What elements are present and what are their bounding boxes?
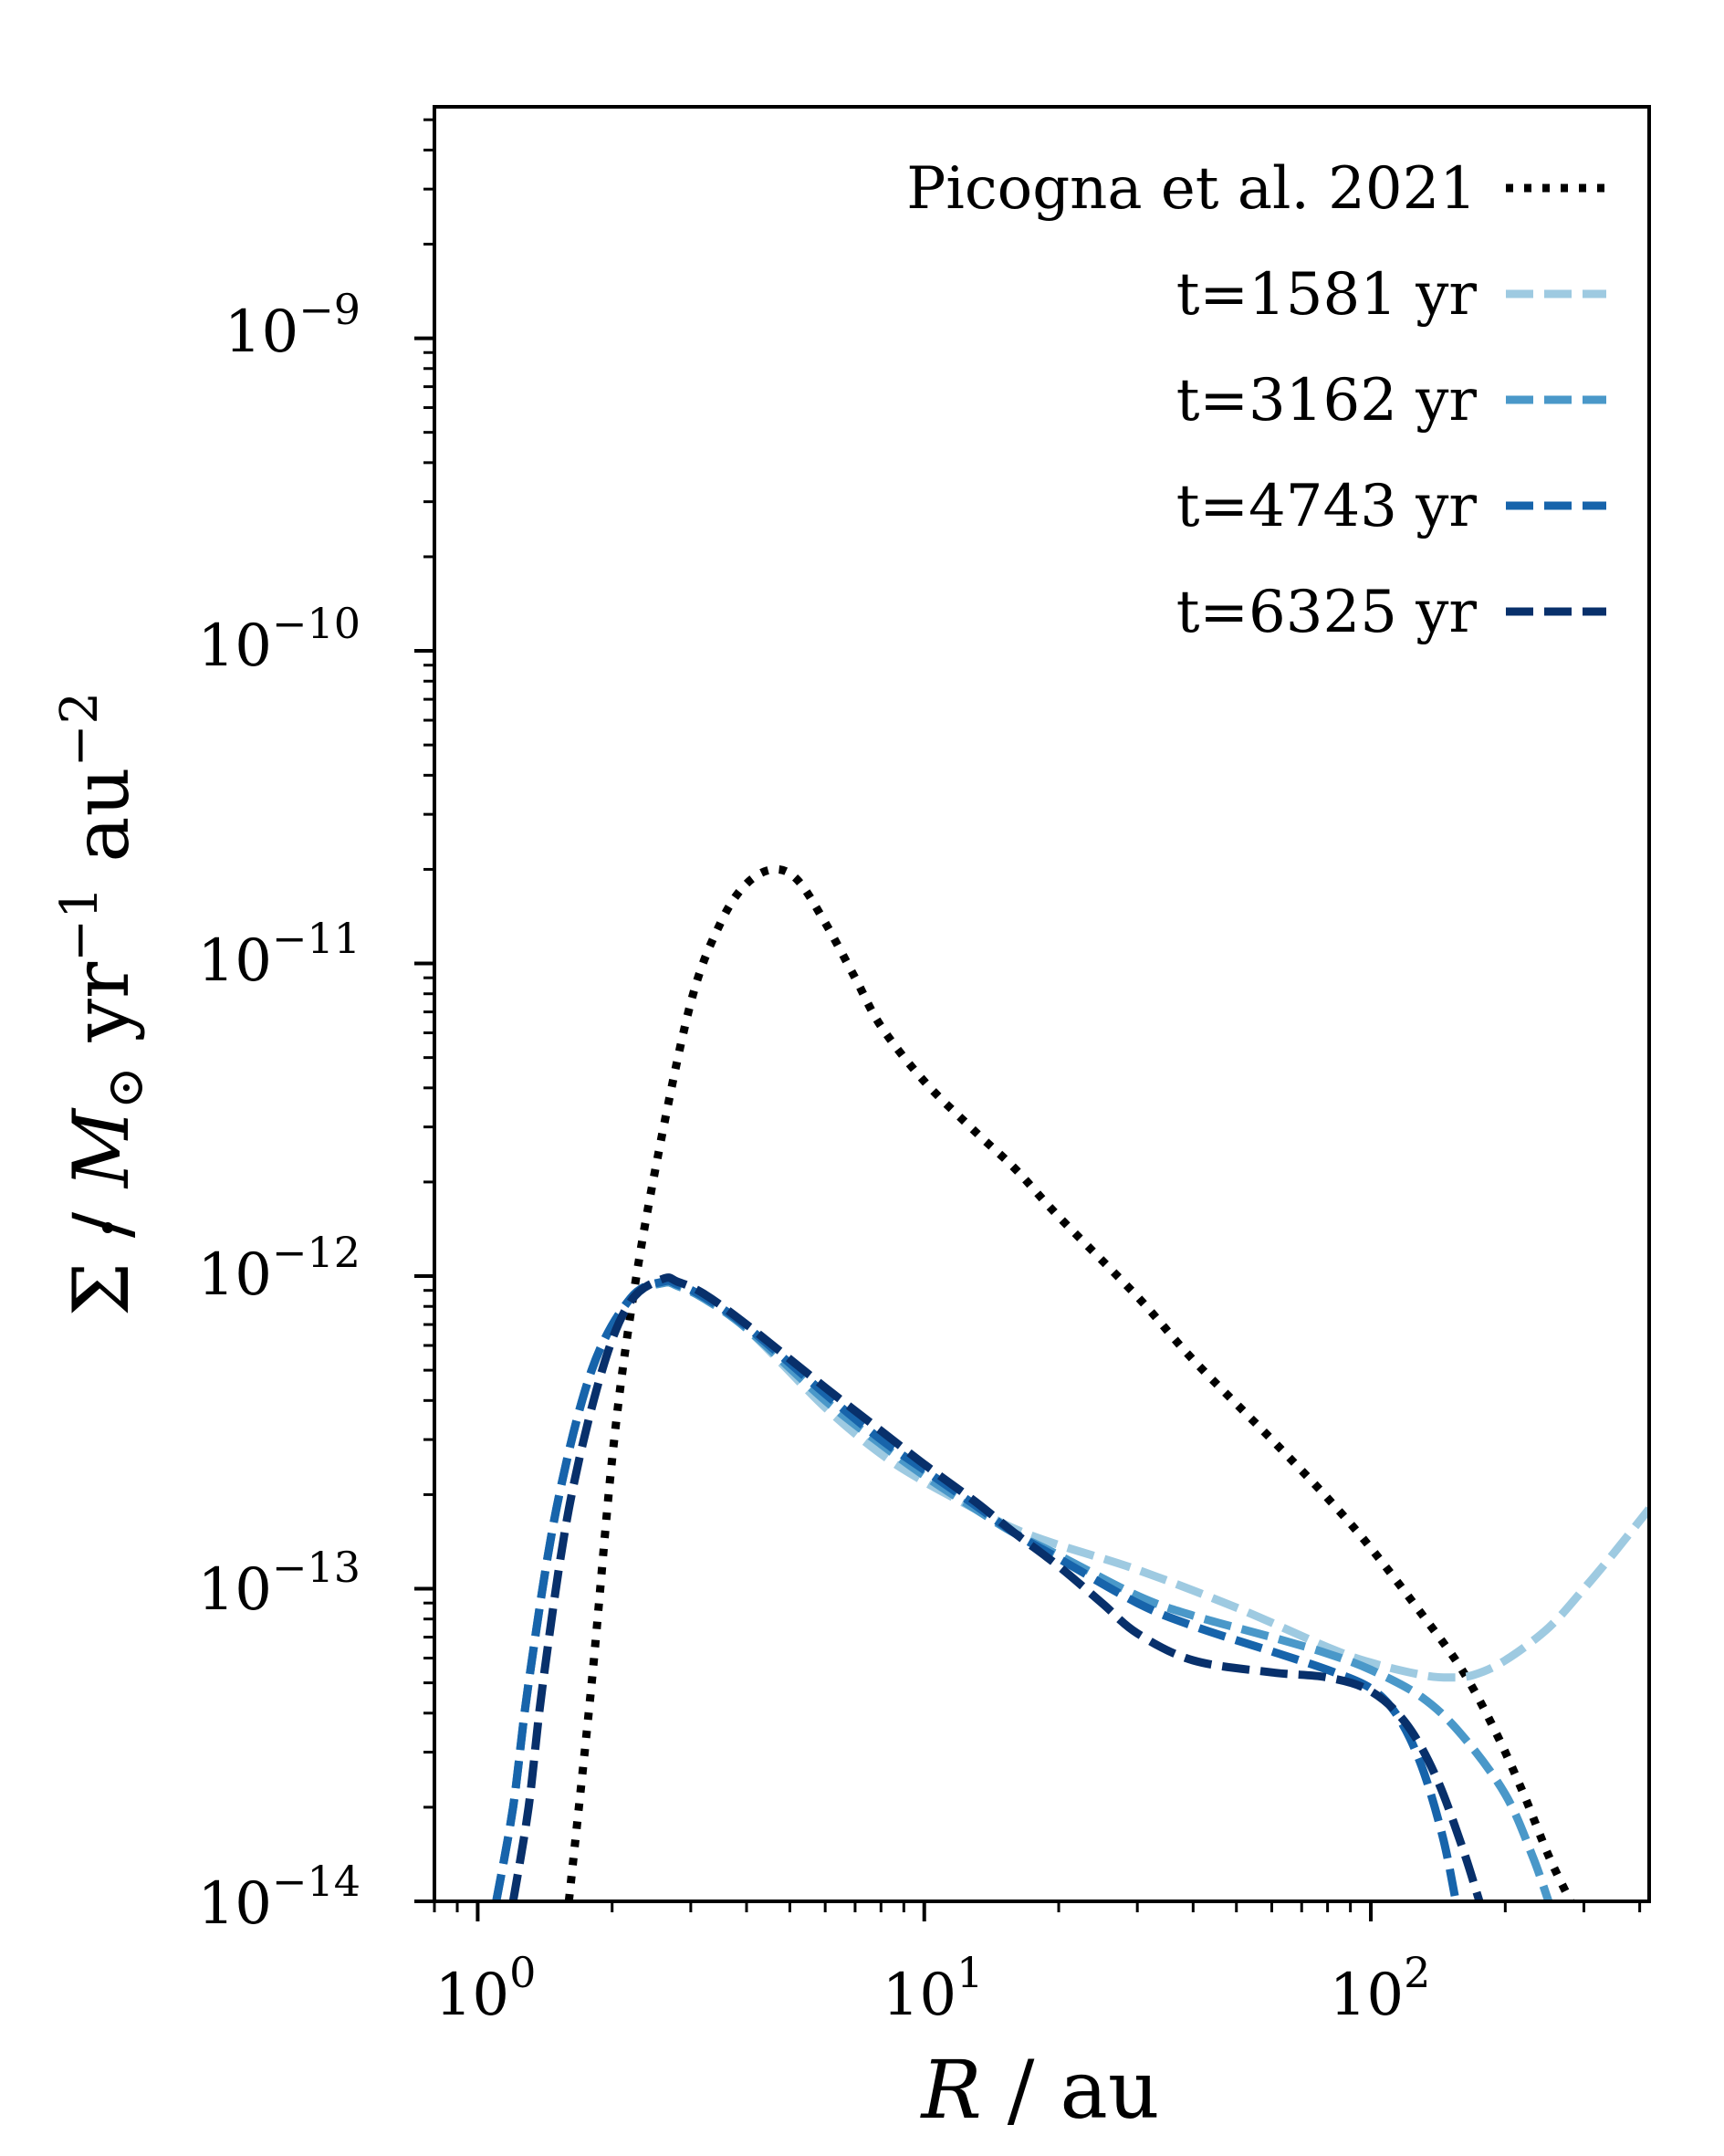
legend-label-t6325: t=6325 yr: [1176, 579, 1478, 646]
series-line-t-6325-yr: [508, 1273, 1484, 1901]
series-line-picogna-et-al-2021: [564, 864, 1574, 1901]
x-axis-label: R / au: [920, 2043, 1160, 2137]
x-tick-label: 102: [1330, 1948, 1431, 2029]
y-tick-label: 10−12: [197, 1228, 360, 1309]
y-axis-label: Σ / M⊙ yr−1 au−2: [50, 692, 155, 1316]
x-tick-label: 100: [435, 1948, 537, 2029]
legend-label-t3162: t=3162 yr: [1176, 367, 1478, 434]
y-tick-label: 10−10: [197, 599, 360, 680]
legend-label-t1581: t=1581 yr: [1176, 261, 1478, 329]
minor-ticks: [414, 118, 1642, 1921]
y-tick-label: 10−9: [225, 285, 360, 366]
plot-frame: [433, 105, 1651, 1903]
legend: Picogna et al. 2021 t=1581 yr t=3162 yr …: [906, 155, 1606, 646]
y-tick-label: 10−13: [197, 1543, 360, 1624]
x-tick-label: 101: [883, 1948, 984, 2029]
legend-label-t4743: t=4743 yr: [1176, 473, 1478, 540]
series-layer: [492, 864, 1649, 1901]
y-tick-label: 10−11: [197, 914, 360, 995]
y-tick-label: 10−14: [197, 1857, 360, 1938]
legend-label-picogna: Picogna et al. 2021: [906, 155, 1477, 223]
sigma-dot-accent: [102, 1222, 113, 1233]
